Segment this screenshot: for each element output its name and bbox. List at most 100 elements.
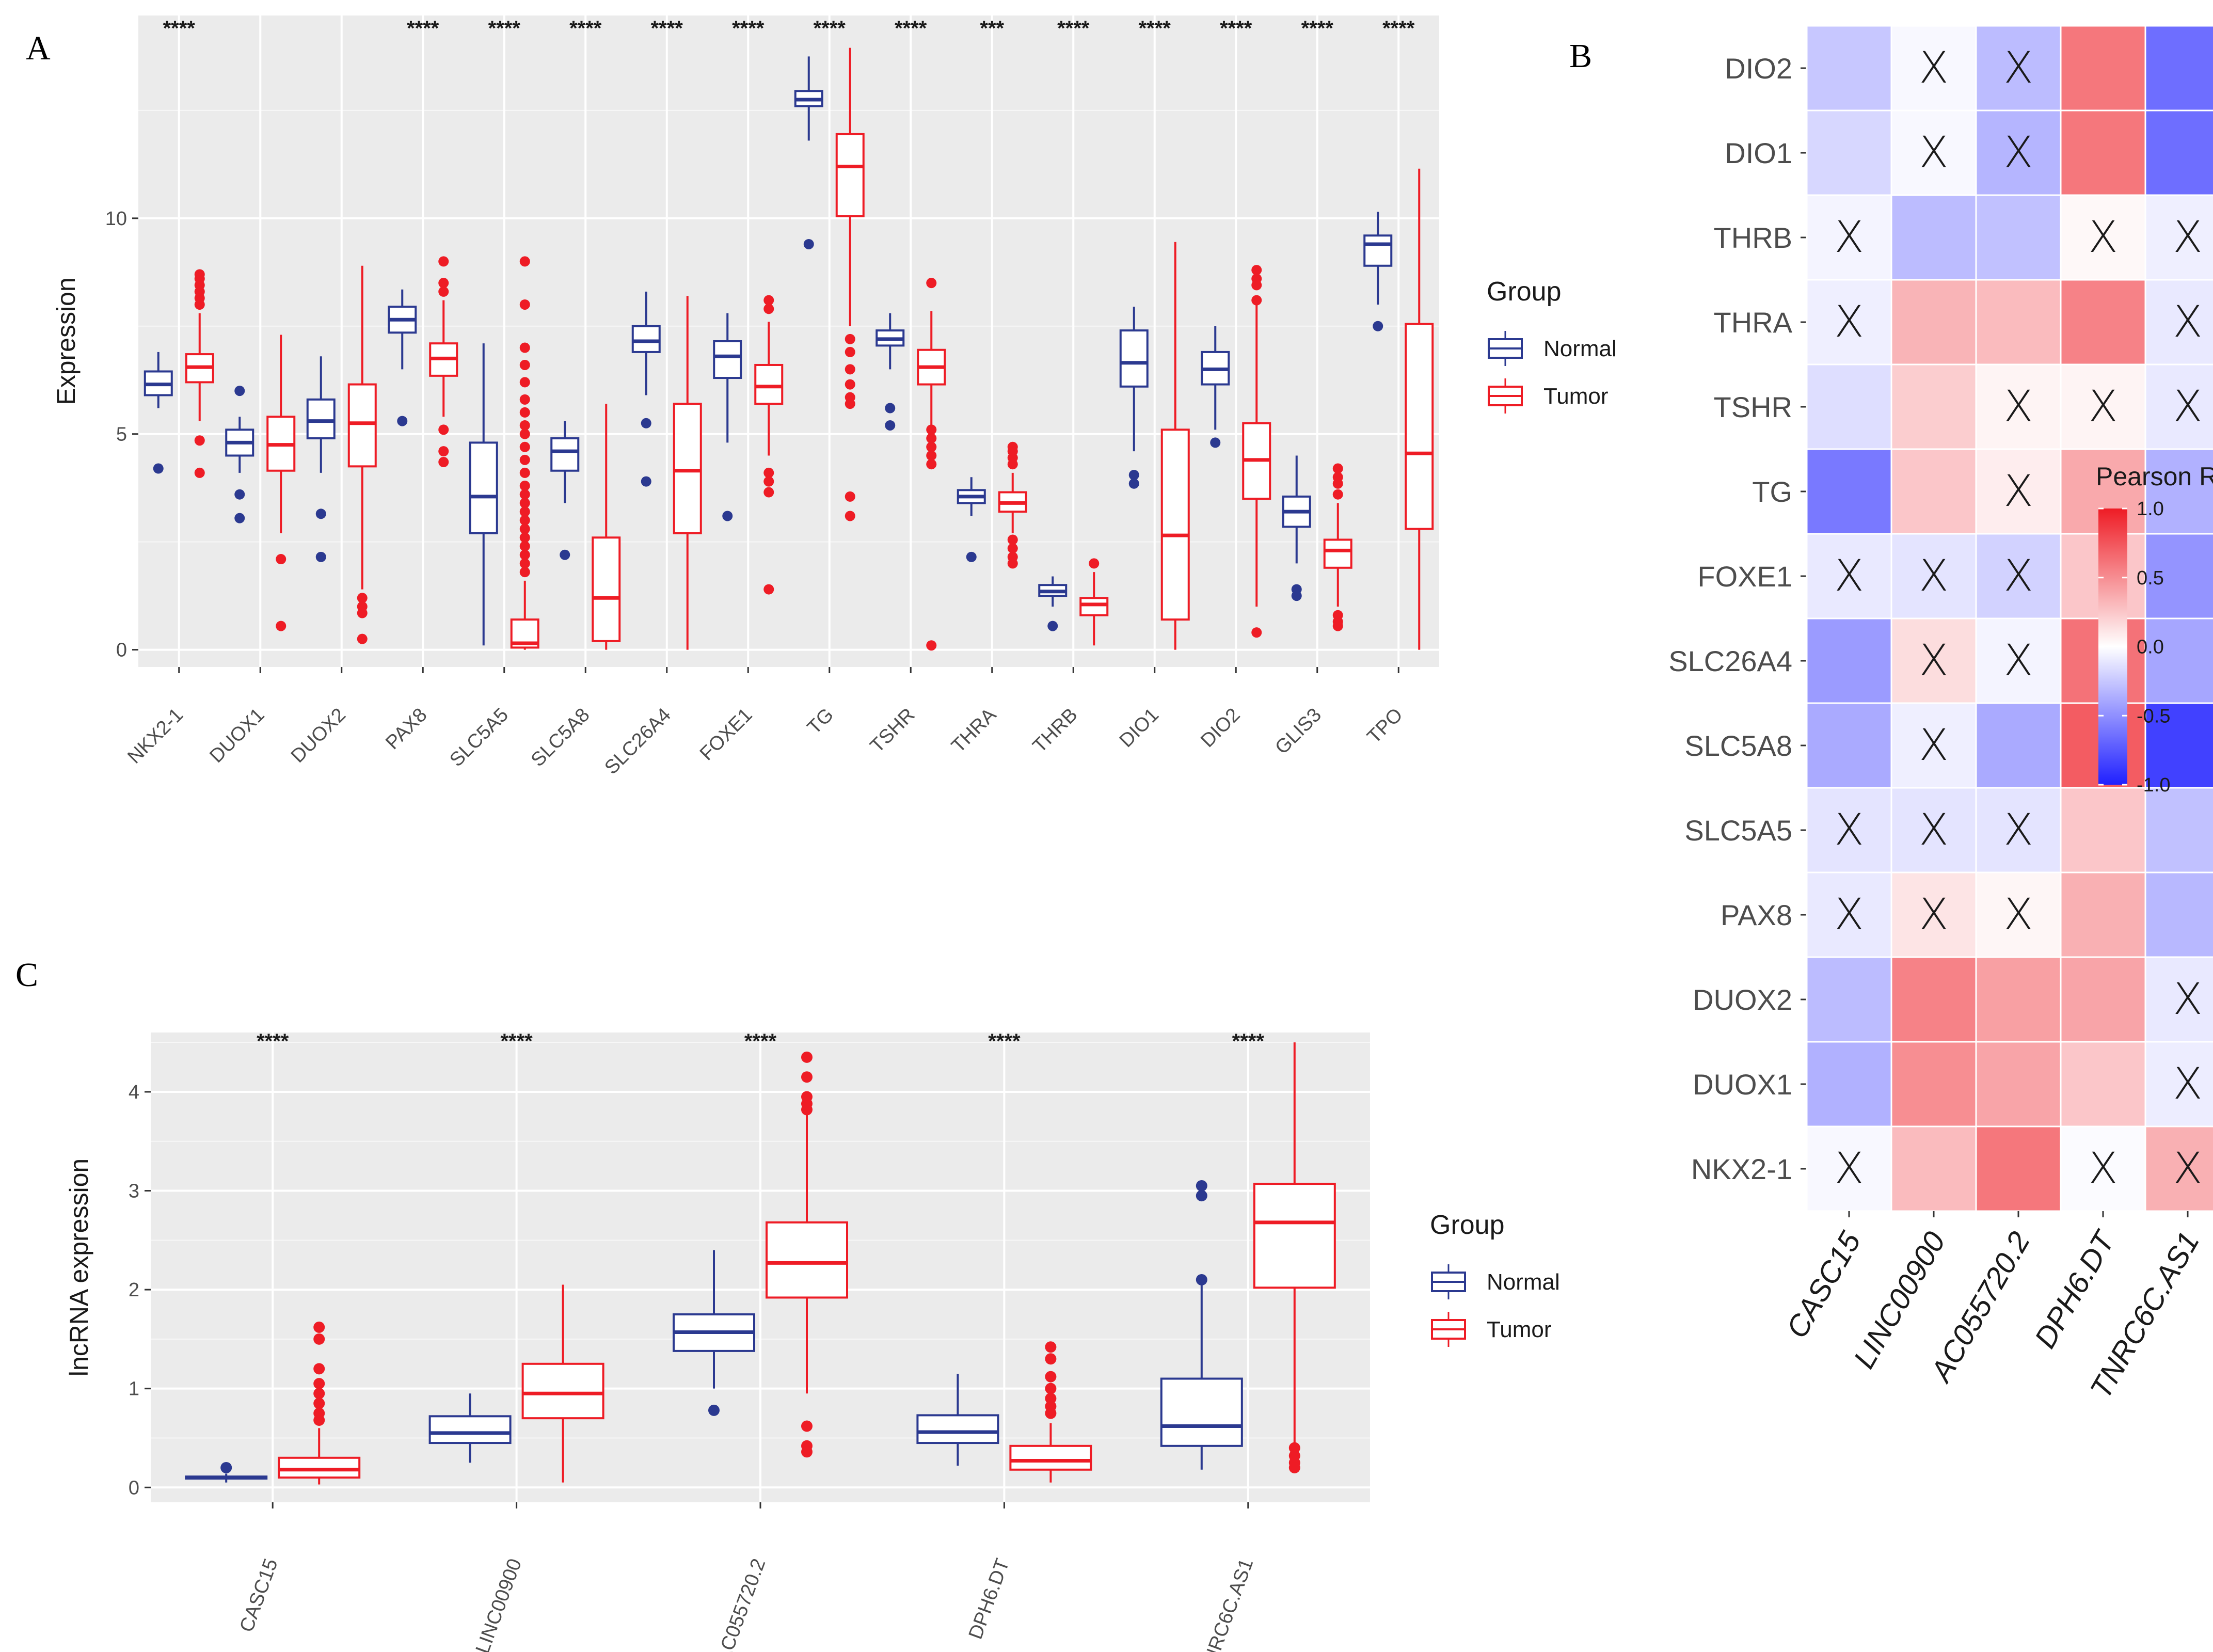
outlier-point [1045,1341,1057,1353]
a-box-tumor [673,296,702,650]
a-significance-label: **** [1220,17,1252,40]
a-xtick-label: FOXE1 [696,704,757,765]
outlier-point [194,467,205,478]
heatmap-nonsignificant-mark: X [2003,466,2033,516]
a-box-normal [306,356,336,562]
a-box-normal [794,56,823,249]
a-legend-title: Group [1487,277,1562,307]
a-xtick-label: SLC5A8 [527,704,594,771]
outlier-point [1332,489,1343,500]
heatmap-row-label: DUOX2 [1693,983,1792,1016]
a-box-tumor [754,295,784,595]
outlier-point [845,346,855,357]
a-xtick-label: DIO2 [1197,704,1244,752]
outlier-point [519,532,530,543]
box-body [428,1415,512,1444]
outlier-point [845,333,855,344]
outlier-point [803,239,814,249]
outlier-point [438,256,449,267]
heatmap-cell [1806,25,1892,112]
c-box-tumor [766,1051,848,1458]
outlier-point [519,342,530,353]
heatmap-row-label: THRA [1714,306,1793,339]
c-ytick-label: 0 [129,1477,139,1499]
a-box-tumor [1405,168,1434,650]
heatmap-cell [2060,194,2146,281]
outlier-point [519,299,530,310]
heatmap-nonsignificant-mark: X [2003,550,2033,601]
heatmap-nonsignificant-mark: X [2003,635,2033,686]
outlier-point [845,379,855,390]
outlier-point [1210,437,1221,448]
heatmap-cell [2060,109,2146,196]
a-legend: Group Normal Tumor [1487,277,1617,414]
heatmap-cell [2144,871,2213,958]
box-body [713,340,742,379]
box-body [306,398,336,440]
outlier-point [1251,265,1262,276]
heatmap-cell [1890,1041,1977,1127]
a-significance-label: **** [814,17,846,40]
a-legend-label-tumor: Tumor [1543,384,1609,409]
c-ytick-label: 3 [129,1181,139,1202]
heatmap-nonsignificant-mark: X [2003,381,2033,432]
a-box-tumor [1079,558,1109,646]
a-box-normal [957,477,986,562]
outlier-point [1196,1274,1207,1285]
outlier-point [519,467,530,478]
box-body [1079,597,1109,616]
outlier-point [276,554,286,565]
heatmap-cell [2144,702,2213,789]
outlier-point [641,476,651,487]
c-box-tumor [1253,1042,1336,1473]
heatmap-cell [2144,956,2213,1043]
a-xtick-label: GLIS3 [1271,704,1326,759]
outlier-point [641,418,651,428]
panel-label-c: C [15,956,38,994]
heatmap-cell [1975,1125,2062,1212]
box-body [631,325,661,353]
a-box-normal [875,313,905,431]
outlier-point [926,640,937,651]
heatmap-cell [1975,956,2062,1043]
a-significance-label: **** [1139,17,1171,40]
a-significance-label: **** [488,17,521,40]
a-xtick-label: SLC5A5 [445,704,513,771]
outlier-point [519,523,530,534]
heatmap-row-label: SLC26A4 [1668,645,1792,677]
a-ytick-label: 5 [116,424,127,446]
outlier-point [560,549,570,560]
outlier-point [926,278,937,289]
a-box-normal [388,289,417,426]
heatmap-cell [1890,279,1977,366]
outlier-point [885,420,896,431]
heatmap-row-label: TSHR [1714,391,1792,423]
outlier-point [313,1321,325,1333]
a-significance-label: *** [980,17,1004,40]
outlier-point [1007,543,1018,554]
heatmap-cell [1890,533,1977,620]
a-xtick-label: THRA [947,704,1000,757]
a-box-tumor [998,441,1027,569]
outlier-point [519,567,530,578]
outlier-point [519,454,530,465]
box-body [521,1362,604,1420]
heatmap-cell [1806,363,1892,450]
heatmap-cell [2060,787,2146,873]
box-body [673,403,702,534]
heatmap-nonsignificant-mark: X [1834,296,1864,347]
a-xtick-label: TSHR [866,704,919,757]
heatmap-cell [1975,194,2062,281]
c-box-normal [428,1393,512,1463]
heatmap-cell [1975,871,2062,958]
heatmap-cell [2060,25,2146,112]
box-body [754,363,784,405]
heatmap-cell [1806,702,1892,789]
outlier-point [313,1378,325,1390]
heatmap-nonsignificant-mark: X [1919,804,1949,855]
outlier-point [1045,1353,1057,1365]
outlier-point [1196,1190,1207,1202]
heatmap-cell [1890,448,1977,535]
outlier-point [357,608,368,618]
